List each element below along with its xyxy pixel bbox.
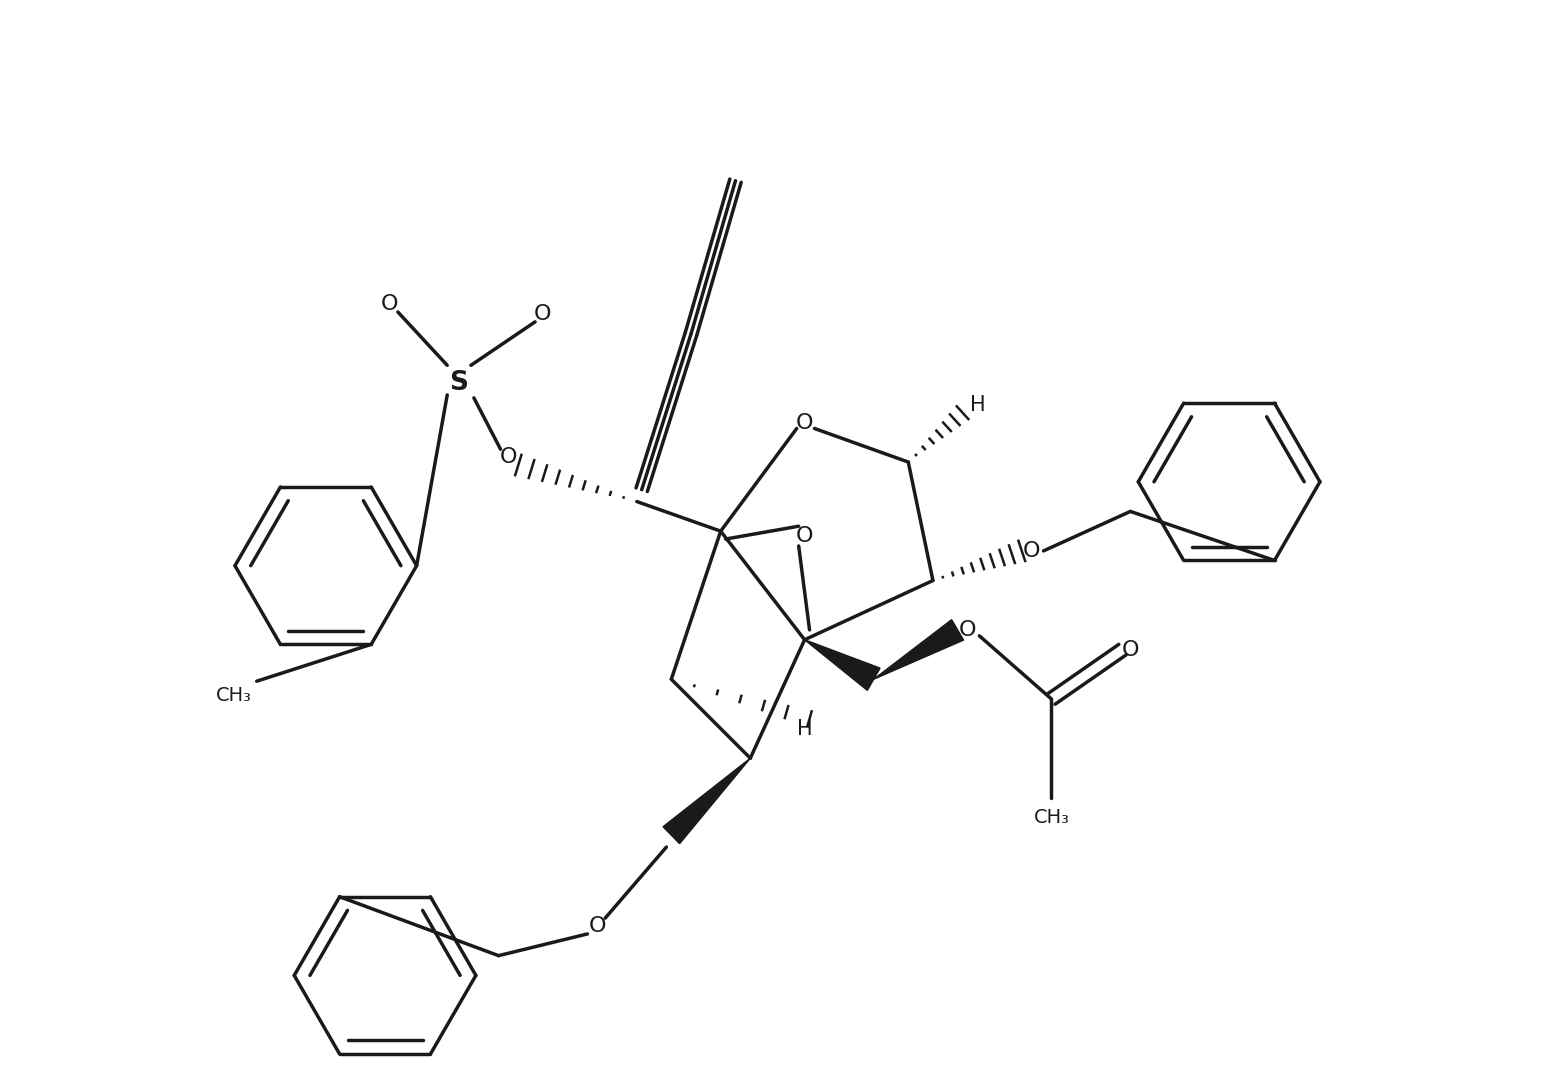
Text: CH₃: CH₃ [1034,808,1070,826]
Text: O: O [796,526,813,546]
Text: CH₃: CH₃ [215,686,252,705]
Text: O: O [796,413,813,432]
Polygon shape [805,640,881,691]
Polygon shape [873,620,963,679]
Text: O: O [381,294,399,314]
Polygon shape [663,758,751,844]
Text: H: H [969,395,985,415]
Text: H: H [797,719,813,738]
Text: O: O [534,304,551,324]
Text: O: O [1023,541,1040,560]
Text: O: O [500,447,517,467]
Text: O: O [1122,640,1139,659]
Text: O: O [588,915,605,936]
Text: O: O [958,620,977,640]
Text: S: S [449,370,469,396]
